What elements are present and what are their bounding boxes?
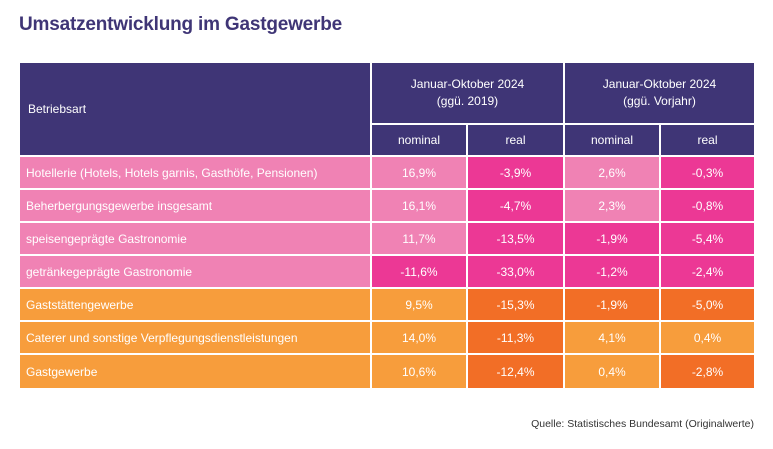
value-cell: -1,9% xyxy=(565,223,661,256)
column-group-header-vorjahr: Januar-Oktober 2024 (ggü. Vorjahr) xyxy=(565,63,754,125)
value-cell: -12,4% xyxy=(468,355,565,388)
source-note: Quelle: Statistisches Bundesamt (Origina… xyxy=(531,418,754,430)
group-header-line2: (ggü. 2019) xyxy=(436,94,499,108)
value-cell: -5,4% xyxy=(661,223,754,256)
value-cell: -11,3% xyxy=(468,322,565,355)
row-label: Gaststättengewerbe xyxy=(20,289,372,322)
table-row: Beherbergungsgewerbe insgesamt 16,1% -4,7%… xyxy=(20,190,754,223)
value-cell: -4,7% xyxy=(468,190,565,223)
value-cell: 2,6% xyxy=(565,157,661,190)
group-header-line1: Januar-Oktober 2024 xyxy=(410,77,525,91)
row-label: Hotellerie (Hotels, Hotels garnis, Gasth… xyxy=(20,157,372,190)
value-cell: 16,1% xyxy=(372,190,468,223)
value-cell: 10,6% xyxy=(372,355,468,388)
value-cell: -2,8% xyxy=(661,355,754,388)
table-row: Caterer und sonstige Verpflegungsdienstl… xyxy=(20,322,754,355)
value-cell: 2,3% xyxy=(565,190,661,223)
subheader-real-2019: real xyxy=(468,125,565,157)
table-row: getränkegeprägte Gastronomie -11,6% -33,0%… xyxy=(20,256,754,289)
row-label: Beherbergungsgewerbe insgesamt xyxy=(20,190,372,223)
row-label: speisengeprägte Gastronomie xyxy=(20,223,372,256)
table-row: Gastgewerbe 10,6% -12,4% 0,4% -2,8% xyxy=(20,355,754,388)
value-cell: -1,9% xyxy=(565,289,661,322)
value-cell: -0,3% xyxy=(661,157,754,190)
value-cell: -2,4% xyxy=(661,256,754,289)
value-cell: 9,5% xyxy=(372,289,468,322)
group-header-line2: (ggü. Vorjahr) xyxy=(623,94,696,108)
value-cell: -1,2% xyxy=(565,256,661,289)
value-cell: 14,0% xyxy=(372,322,468,355)
column-group-header-2019: Januar-Oktober 2024 (ggü. 2019) xyxy=(372,63,565,125)
row-label: Caterer und sonstige Verpflegungsdienstl… xyxy=(20,322,372,355)
value-cell: -33,0% xyxy=(468,256,565,289)
page-title: Umsatzentwicklung im Gastgewerbe xyxy=(19,14,343,35)
value-cell: -15,3% xyxy=(468,289,565,322)
value-cell: 0,4% xyxy=(661,322,754,355)
group-header-line1: Januar-Oktober 2024 xyxy=(602,77,717,91)
value-cell: 0,4% xyxy=(565,355,661,388)
value-cell: 16,9% xyxy=(372,157,468,190)
table-row: speisengeprägte Gastronomie 11,7% -13,5% -1… xyxy=(20,223,754,256)
subheader-nominal-2019: nominal xyxy=(372,125,468,157)
value-cell: 11,7% xyxy=(372,223,468,256)
column-header-betriebsart: Betriebsart xyxy=(20,63,372,157)
value-cell: 4,1% xyxy=(565,322,661,355)
value-cell: -0,8% xyxy=(661,190,754,223)
revenue-table: Betriebsart Januar-Oktober 2024 (ggü. 20… xyxy=(20,63,754,388)
value-cell: -11,6% xyxy=(372,256,468,289)
value-cell: -3,9% xyxy=(468,157,565,190)
row-label: getränkegeprägte Gastronomie xyxy=(20,256,372,289)
table-row: Hotellerie (Hotels, Hotels garnis, Gasth… xyxy=(20,157,754,190)
subheader-real-vorjahr: real xyxy=(661,125,754,157)
value-cell: -5,0% xyxy=(661,289,754,322)
row-label: Gastgewerbe xyxy=(20,355,372,388)
table-row: Gaststättengewerbe 9,5% -15,3% -1,9% -5,0% xyxy=(20,289,754,322)
value-cell: -13,5% xyxy=(468,223,565,256)
subheader-nominal-vorjahr: nominal xyxy=(565,125,661,157)
